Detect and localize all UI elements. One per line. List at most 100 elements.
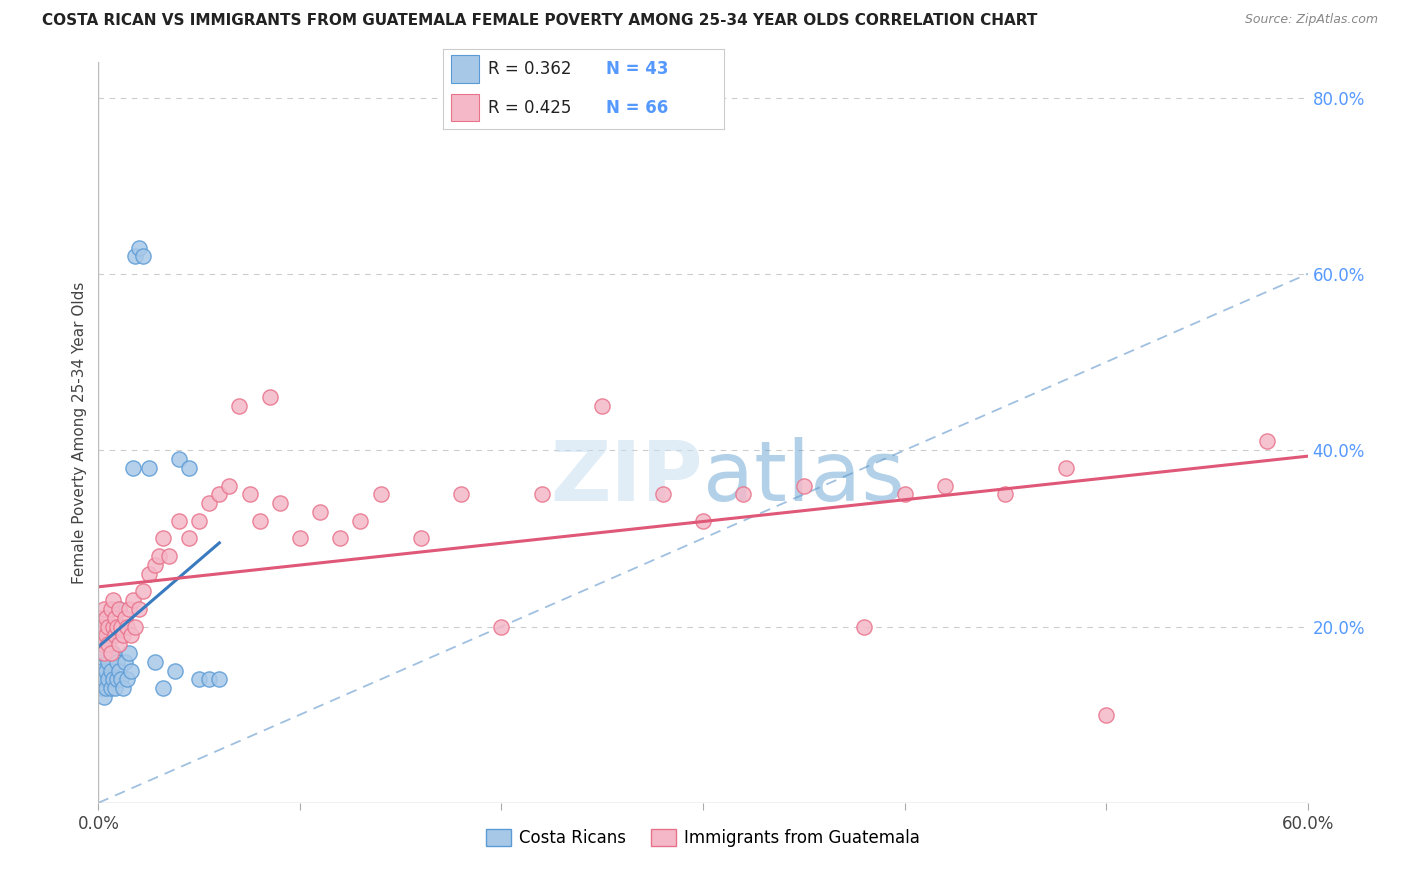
- Point: [115, 619, 138, 633]
- Point: [120, 664, 142, 678]
- Point: [124, 249, 146, 263]
- Point: [89, 655, 111, 669]
- Point: [100, 681, 122, 696]
- Point: [198, 496, 221, 510]
- Point: [93, 646, 115, 660]
- Point: [96, 610, 118, 624]
- Point: [692, 514, 714, 528]
- Text: atlas: atlas: [703, 436, 904, 517]
- Point: [100, 664, 122, 678]
- Point: [853, 619, 876, 633]
- Point: [450, 487, 472, 501]
- Point: [530, 487, 553, 501]
- Point: [97, 628, 120, 642]
- Point: [107, 664, 129, 678]
- Point: [103, 628, 125, 642]
- Point: [96, 681, 118, 696]
- Point: [105, 619, 128, 633]
- Text: COSTA RICAN VS IMMIGRANTS FROM GUATEMALA FEMALE POVERTY AMONG 25-34 YEAR OLDS CO: COSTA RICAN VS IMMIGRANTS FROM GUATEMALA…: [42, 13, 1038, 29]
- Point: [157, 549, 180, 563]
- Legend: Costa Ricans, Immigrants from Guatemala: Costa Ricans, Immigrants from Guatemala: [479, 822, 927, 854]
- Point: [208, 673, 231, 687]
- Point: [107, 637, 129, 651]
- Point: [1095, 707, 1118, 722]
- Point: [121, 461, 143, 475]
- Point: [100, 646, 122, 660]
- Point: [143, 558, 166, 572]
- Point: [93, 637, 115, 651]
- Point: [103, 610, 125, 624]
- Point: [100, 602, 122, 616]
- Point: [91, 664, 114, 678]
- Point: [105, 673, 128, 687]
- Point: [329, 532, 352, 546]
- Point: [101, 619, 124, 633]
- Bar: [451, 55, 479, 83]
- Point: [148, 549, 170, 563]
- Point: [101, 673, 124, 687]
- Text: N = 66: N = 66: [606, 99, 668, 117]
- Point: [491, 619, 513, 633]
- Point: [167, 452, 190, 467]
- Point: [101, 593, 124, 607]
- Point: [651, 487, 673, 501]
- Point: [163, 664, 186, 678]
- Point: [89, 673, 111, 687]
- Point: [101, 646, 124, 660]
- Point: [128, 240, 150, 255]
- Point: [259, 390, 281, 404]
- Point: [107, 602, 129, 616]
- Point: [239, 487, 262, 501]
- Point: [96, 619, 118, 633]
- Point: [188, 673, 211, 687]
- Point: [132, 584, 155, 599]
- Point: [114, 610, 136, 624]
- Point: [179, 461, 201, 475]
- Point: [91, 619, 114, 633]
- Point: [409, 532, 432, 546]
- Point: [208, 487, 231, 501]
- Point: [89, 628, 111, 642]
- Point: [115, 673, 138, 687]
- Point: [93, 690, 115, 704]
- Point: [97, 655, 120, 669]
- Point: [370, 487, 392, 501]
- Text: R = 0.425: R = 0.425: [488, 99, 571, 117]
- Point: [110, 673, 132, 687]
- Point: [309, 505, 332, 519]
- Point: [121, 593, 143, 607]
- Point: [96, 664, 118, 678]
- Point: [228, 399, 250, 413]
- Point: [188, 514, 211, 528]
- Point: [143, 655, 166, 669]
- Point: [120, 628, 142, 642]
- Point: [1054, 461, 1077, 475]
- Text: R = 0.362: R = 0.362: [488, 60, 571, 78]
- Point: [733, 487, 755, 501]
- Point: [132, 249, 155, 263]
- Point: [97, 637, 120, 651]
- Point: [167, 514, 190, 528]
- Point: [107, 602, 129, 616]
- Point: [152, 681, 174, 696]
- Point: [97, 673, 120, 687]
- Point: [591, 399, 613, 413]
- Point: [249, 514, 271, 528]
- Point: [138, 461, 160, 475]
- Point: [103, 619, 125, 633]
- Point: [91, 646, 114, 660]
- Point: [96, 628, 118, 642]
- Point: [934, 478, 956, 492]
- Point: [111, 681, 134, 696]
- Point: [110, 619, 132, 633]
- Point: [152, 532, 174, 546]
- Point: [793, 478, 815, 492]
- Point: [105, 655, 128, 669]
- Point: [93, 602, 115, 616]
- Point: [118, 646, 141, 660]
- Point: [97, 619, 120, 633]
- Point: [349, 514, 371, 528]
- Point: [269, 496, 291, 510]
- Text: ZIP: ZIP: [551, 436, 703, 517]
- Point: [89, 610, 111, 624]
